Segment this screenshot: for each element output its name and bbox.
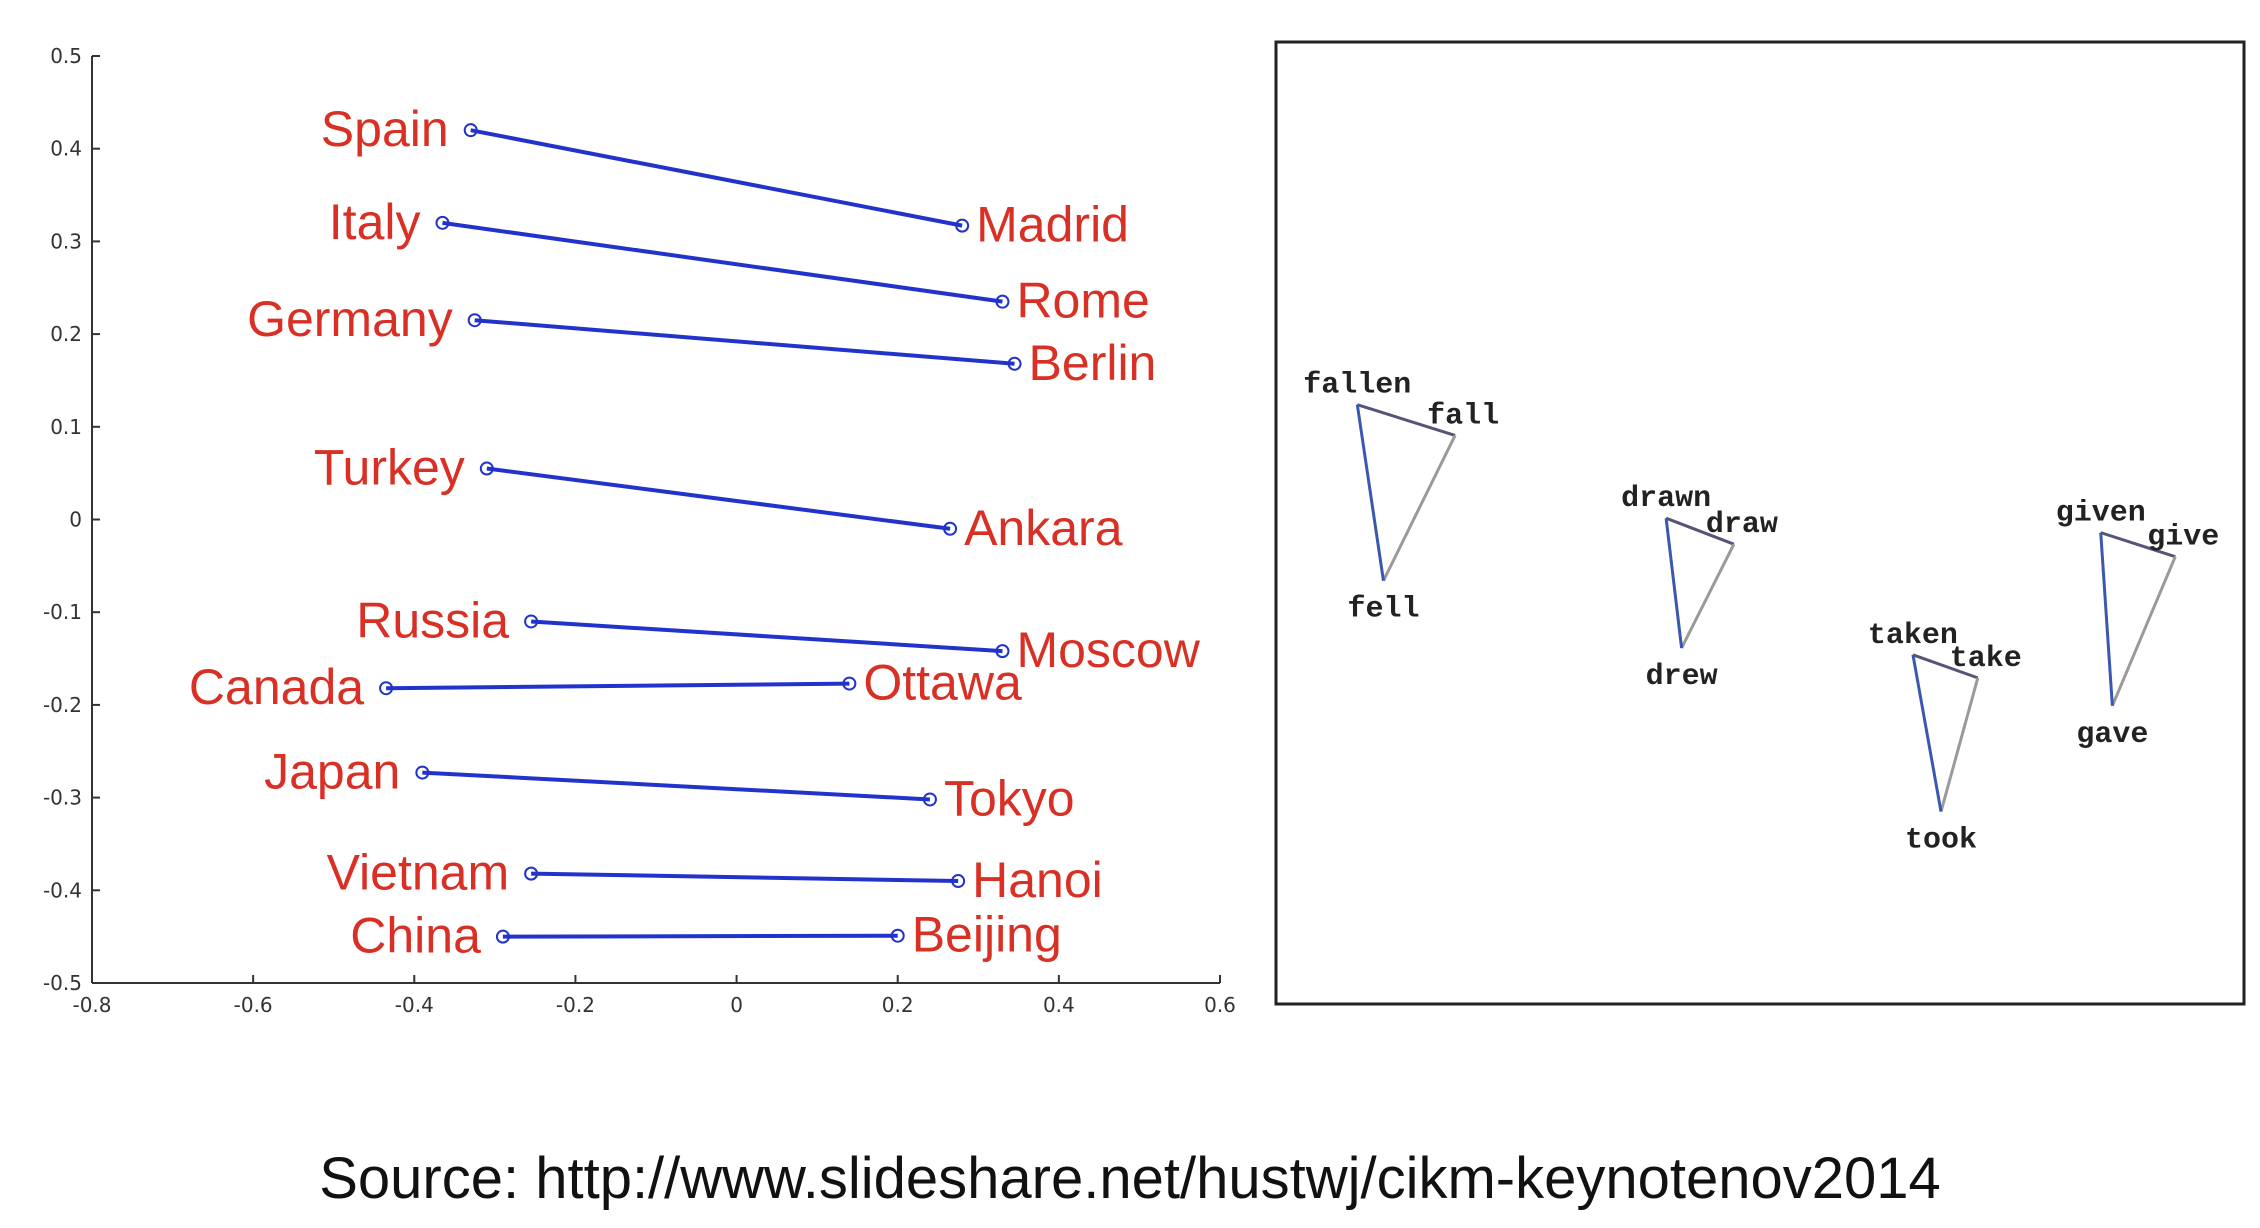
x-tick-label: 0.2 xyxy=(882,993,914,1017)
y-tick-label: -0.1 xyxy=(43,600,82,624)
verb-label-base: give xyxy=(2147,521,2219,555)
edge-base-past xyxy=(1680,543,1736,649)
capital-label: Madrid xyxy=(976,197,1129,253)
capital-point xyxy=(955,218,970,233)
country-label: Russia xyxy=(356,592,509,648)
x-tick-label: -0.8 xyxy=(72,993,111,1017)
edge-past-participle xyxy=(1911,654,1943,812)
y-tick-label: -0.4 xyxy=(43,878,82,902)
capital-label: Ankara xyxy=(964,500,1123,556)
connector-line xyxy=(474,318,1015,366)
verb-label-participle: taken xyxy=(1868,619,1958,653)
y-tick-label: 0.2 xyxy=(50,322,82,346)
country-label: Canada xyxy=(189,659,364,715)
edge-base-past xyxy=(2110,556,2177,707)
edge-past-participle xyxy=(2099,532,2114,706)
country-label: Italy xyxy=(329,194,421,250)
y-tick-label: -0.3 xyxy=(43,786,82,810)
edge-participle-base xyxy=(1356,403,1456,437)
connector-line xyxy=(531,871,959,884)
connector-line xyxy=(530,619,1003,654)
verb-label-past: drew xyxy=(1646,660,1718,694)
country-label: Japan xyxy=(264,744,400,800)
y-tick-label: -0.2 xyxy=(43,693,82,717)
x-tick-label: 0.6 xyxy=(1204,993,1236,1017)
country-point xyxy=(479,461,494,476)
country-label: China xyxy=(350,908,481,964)
x-tick-label: -0.2 xyxy=(556,993,595,1017)
country-point xyxy=(467,313,482,328)
capital-label: Tokyo xyxy=(944,770,1075,826)
x-tick-label: 0.4 xyxy=(1043,993,1075,1017)
verb-label-past: gave xyxy=(2076,718,2148,752)
country-point xyxy=(495,929,510,944)
connector-line xyxy=(486,466,951,531)
country-label: Vietnam xyxy=(327,845,510,901)
capital-label: Hanoi xyxy=(972,852,1103,908)
y-tick-label: -0.5 xyxy=(43,971,82,995)
edge-participle-base xyxy=(1665,516,1735,546)
y-tick-label: 0 xyxy=(69,508,82,532)
source-caption: Source: http://www.slideshare.net/hustwj… xyxy=(319,1146,1941,1211)
capital-point xyxy=(922,792,937,807)
country-point xyxy=(435,215,450,230)
verb-label-past: took xyxy=(1905,824,1977,858)
connector-line xyxy=(502,933,898,939)
y-tick-label: 0.5 xyxy=(50,44,82,68)
edge-past-participle xyxy=(1355,404,1385,581)
country-label: Spain xyxy=(321,101,449,157)
verb-label-base: draw xyxy=(1706,508,1778,542)
country-label: Germany xyxy=(247,291,453,347)
connector-line xyxy=(442,220,1003,304)
verb-label-past: fell xyxy=(1347,593,1419,627)
capital-point xyxy=(951,874,966,889)
verb-label-participle: given xyxy=(2056,497,2146,531)
edge-past-participle xyxy=(1664,518,1684,649)
capital-point xyxy=(995,644,1010,659)
country-point xyxy=(379,681,394,696)
capital-label: Ottawa xyxy=(863,655,1022,711)
capital-label: Berlin xyxy=(1029,335,1157,391)
country-capital-chart: 0.5 0.4 0.3 0.2 0.1 0 -0.1 -0.2 -0.3 -0.4 -0.5-0.8… xyxy=(43,44,1236,1017)
edge-participle-base xyxy=(1912,653,1979,680)
edge-participle-base xyxy=(2100,531,2176,559)
x-tick-label: -0.6 xyxy=(234,993,273,1017)
connector-line xyxy=(386,681,850,691)
capital-label: Moscow xyxy=(1016,622,1200,678)
y-tick-label: 0.3 xyxy=(50,229,82,253)
capital-point xyxy=(943,521,958,536)
country-point xyxy=(524,866,539,881)
country-point xyxy=(415,765,430,780)
country-point xyxy=(463,123,478,138)
verb-label-participle: fallen xyxy=(1303,369,1411,403)
capital-point xyxy=(842,676,857,691)
connector-line xyxy=(470,128,963,228)
x-tick-label: 0 xyxy=(730,993,743,1017)
y-tick-label: 0.4 xyxy=(50,137,82,161)
connector-line xyxy=(422,770,931,802)
edge-base-past xyxy=(1939,677,1980,812)
capital-label: Rome xyxy=(1016,273,1149,329)
country-label: Turkey xyxy=(314,440,465,496)
edge-base-past xyxy=(1382,434,1457,582)
capital-point xyxy=(995,294,1010,309)
country-point xyxy=(524,614,539,629)
verb-label-base: fall xyxy=(1427,399,1499,433)
plot-frame xyxy=(1274,40,2246,1006)
x-tick-label: -0.4 xyxy=(395,993,434,1017)
y-tick-label: 0.1 xyxy=(50,415,82,439)
capital-label: Beijing xyxy=(912,907,1062,963)
verb-label-participle: drawn xyxy=(1621,482,1711,516)
verb-label-base: take xyxy=(1950,642,2022,676)
capital-point xyxy=(1007,356,1022,371)
capital-point xyxy=(890,928,905,943)
